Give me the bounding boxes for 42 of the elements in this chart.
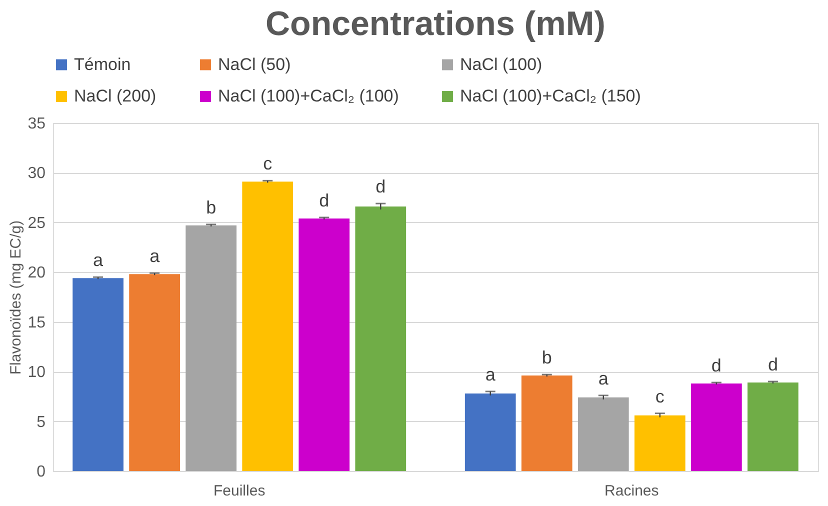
y-tick-label: 35 <box>28 116 46 132</box>
y-tick-label: 5 <box>36 414 46 431</box>
data-label: b <box>542 348 552 368</box>
y-tick-label: 25 <box>28 214 46 232</box>
legend-label: NaCl (100)+CaCl₂ (100) <box>218 86 399 106</box>
data-label: a <box>150 246 161 266</box>
y-tick-label: 30 <box>28 165 46 182</box>
data-label: b <box>206 197 216 218</box>
data-label: a <box>598 368 610 388</box>
bar <box>691 384 742 471</box>
y-tick-label: 15 <box>28 314 46 332</box>
data-label: c <box>263 154 272 174</box>
data-label: d <box>319 190 330 210</box>
legend-label: NaCl (200) <box>74 86 156 106</box>
x-tick-label: Feuilles <box>214 482 266 500</box>
data-label: c <box>655 386 664 406</box>
bar <box>634 415 686 471</box>
bar <box>186 225 237 471</box>
chart-title: Concentrations (mM) <box>266 5 606 43</box>
bar <box>464 393 516 471</box>
legend-label: NaCl (100)+CaCl₂ (150) <box>460 86 641 106</box>
bar <box>242 182 294 471</box>
bar <box>355 206 406 471</box>
x-tick-label: Racines <box>604 482 659 500</box>
bar <box>72 278 124 471</box>
y-tick-label: 20 <box>28 264 46 282</box>
bar <box>298 218 350 471</box>
data-label: a <box>485 364 496 384</box>
y-axis-title: Flavonoïdes (mg EC/g) <box>8 220 25 375</box>
legend-label: NaCl (100) <box>460 54 542 74</box>
legend-label: NaCl (50) <box>218 54 291 74</box>
y-tick-label: 10 <box>28 364 46 382</box>
y-tick-label: 0 <box>36 464 46 480</box>
bar <box>578 397 629 471</box>
bar <box>748 382 798 471</box>
data-label: d <box>768 354 778 375</box>
data-label: d <box>711 356 722 376</box>
data-label: a <box>93 250 104 270</box>
bar <box>129 274 180 471</box>
data-label: d <box>376 176 386 197</box>
legend-label: Témoin <box>74 54 131 74</box>
bar <box>521 376 572 471</box>
